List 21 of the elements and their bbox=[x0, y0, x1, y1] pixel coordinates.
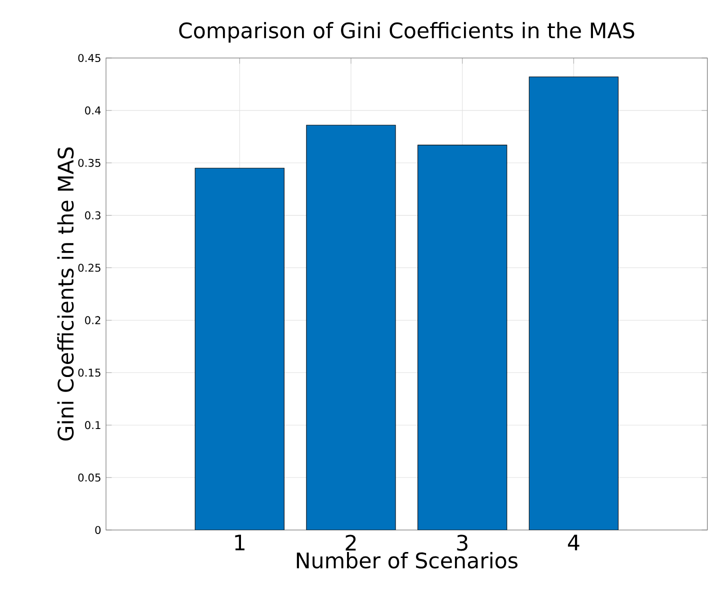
y-tick-label: 0.45 bbox=[78, 54, 100, 62]
bar bbox=[194, 168, 284, 530]
y-tick-label: 0.4 bbox=[85, 106, 101, 114]
x-tick-label: 4 bbox=[568, 534, 580, 550]
x-axis-title: Number of Scenarios bbox=[296, 552, 518, 568]
y-tick-label: 0.2 bbox=[85, 316, 100, 324]
bar bbox=[528, 76, 619, 530]
y-tick-label: 0.05 bbox=[78, 474, 100, 482]
bar bbox=[418, 144, 508, 530]
y-tick-label: 0.3 bbox=[85, 211, 100, 220]
y-axis-title: Gini Coefficients in the MAS bbox=[57, 147, 74, 441]
bar bbox=[306, 124, 396, 530]
y-tick-label: 0.15 bbox=[78, 368, 100, 377]
x-tick-label: 2 bbox=[346, 534, 356, 551]
y-tick-label: 0.35 bbox=[78, 158, 100, 167]
y-tick-label: 0.1 bbox=[85, 421, 100, 430]
y-tick-label: 0.25 bbox=[78, 264, 100, 272]
x-tick-label: 1 bbox=[235, 534, 244, 550]
x-tick-label: 3 bbox=[457, 534, 468, 551]
chart-title: Comparison of Gini Coefficients in the MAS bbox=[179, 22, 634, 43]
y-tick-label: 0 bbox=[95, 526, 101, 534]
